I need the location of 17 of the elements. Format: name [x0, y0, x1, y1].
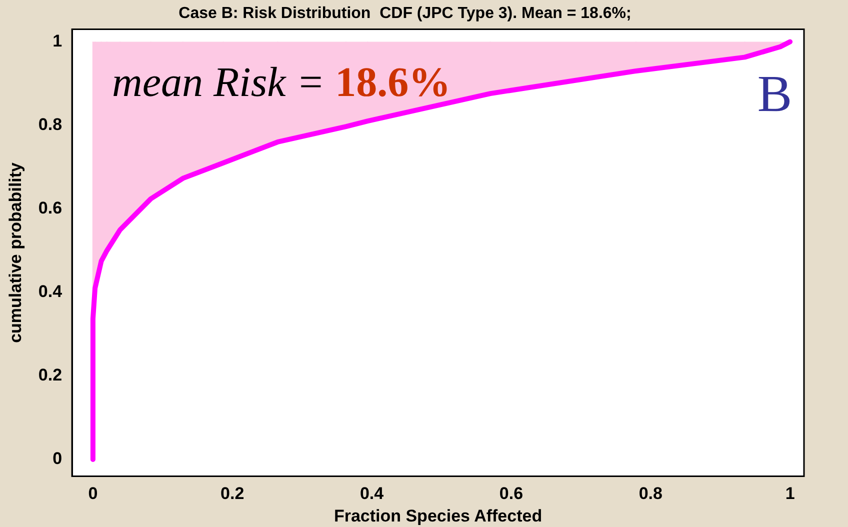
y-tick-label: 0.4	[38, 282, 63, 302]
y-tick-label: 1	[52, 31, 62, 50]
y-tick-label: 0.8	[38, 114, 62, 134]
x-tick-label: 0.6	[499, 484, 524, 504]
annotation: B	[757, 66, 792, 124]
y-axis-title: cumulative probability	[6, 162, 25, 343]
x-tick-label: 1	[785, 484, 795, 504]
x-tick-label: 0.2	[220, 484, 244, 504]
y-tick-label: 0.2	[38, 366, 62, 385]
x-tick-label: 0	[88, 484, 98, 504]
annotation: mean Risk = 18.6%	[112, 60, 451, 106]
chart-title: Case B: Risk Distribution CDF (JPC Type 3). Mean = 18.6%;	[178, 5, 632, 22]
x-tick-label: 0.8	[638, 484, 662, 504]
x-tick-label: 0.4	[360, 484, 384, 504]
y-tick-label: 0.6	[38, 198, 62, 218]
y-tick-label: 0	[52, 449, 62, 468]
x-axis-title: Fraction Species Affected	[334, 506, 542, 526]
